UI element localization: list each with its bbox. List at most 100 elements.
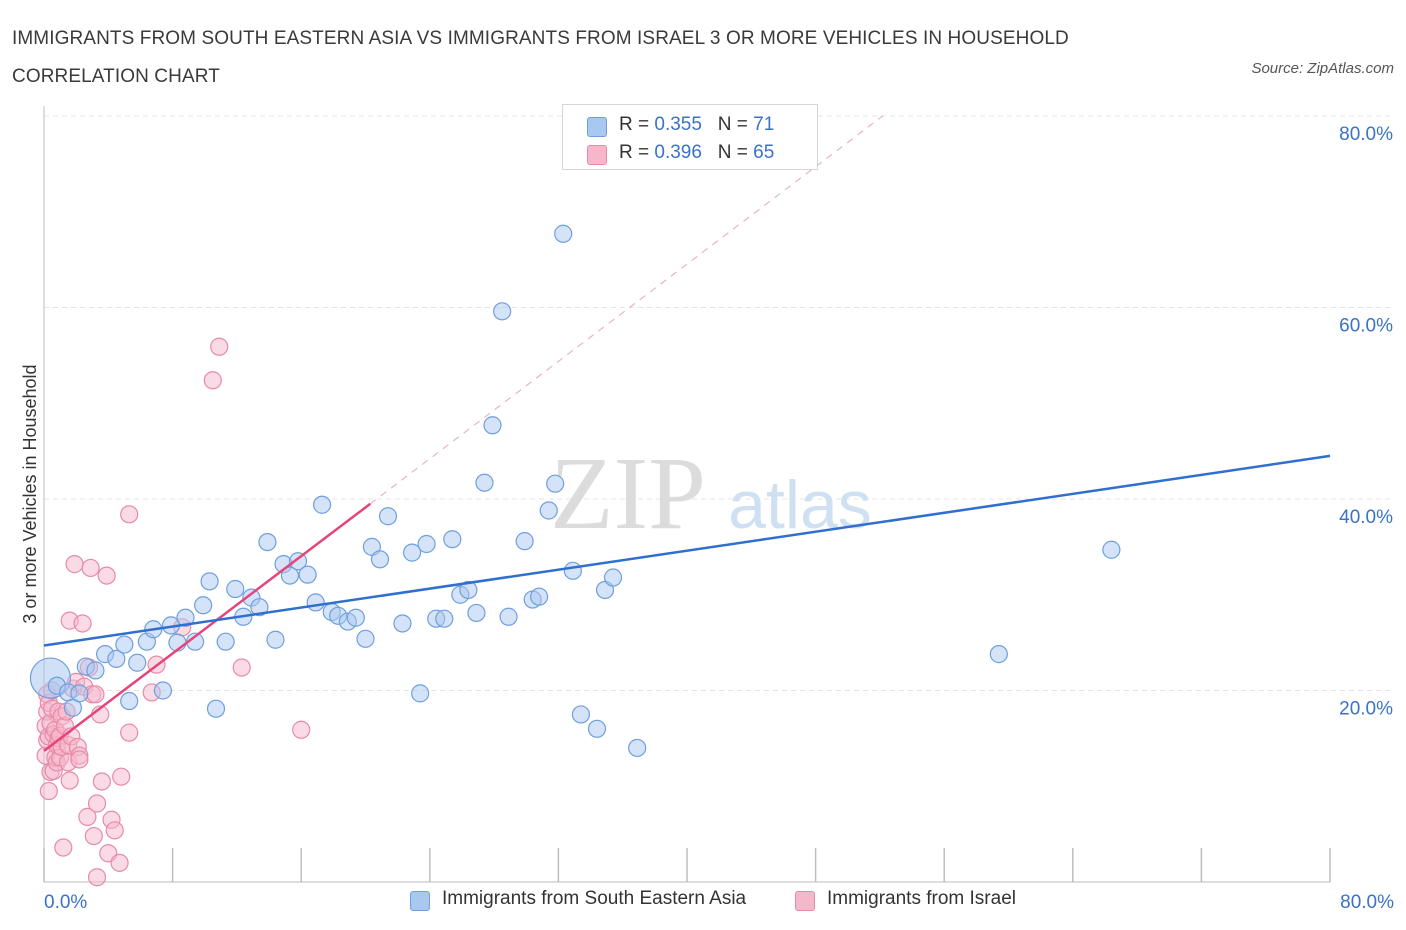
sea-swatch — [410, 891, 430, 911]
sea-point — [417, 534, 436, 554]
r-value: 0.355 — [654, 114, 702, 135]
sea-point — [266, 630, 285, 649]
watermark: ZIP atlas — [550, 436, 872, 551]
israel-point — [105, 821, 124, 840]
sea-point — [563, 561, 582, 580]
israel-point — [86, 685, 105, 704]
n-value: 71 — [753, 114, 775, 135]
sea-point — [120, 691, 139, 711]
x-tick-label-max: 80.0% — [1340, 892, 1394, 913]
y-tick-label: 60.0% — [1339, 316, 1393, 337]
sea-point — [206, 699, 226, 718]
sea-point — [475, 473, 494, 492]
sea-points — [29, 224, 1121, 758]
sea-point — [435, 609, 454, 628]
r-value: 0.396 — [654, 142, 702, 163]
watermark-atlas: atlas — [728, 467, 872, 543]
israel-point — [120, 723, 139, 742]
sea-point — [443, 530, 462, 549]
israel-point — [87, 794, 107, 813]
israel-point — [110, 853, 129, 872]
sea-point — [356, 629, 375, 648]
sea-point — [70, 684, 89, 703]
israel-trend-line — [43, 502, 372, 752]
sea-point — [554, 224, 573, 243]
y-tick-label: 80.0% — [1339, 124, 1393, 145]
sea-point — [393, 614, 412, 633]
israel-point — [65, 555, 84, 574]
israel-point — [39, 781, 58, 801]
n-label: N = — [717, 142, 754, 163]
y-axis-label: 3 or more Vehicles in Household — [20, 364, 40, 623]
x-tick-label-min: 0.0% — [44, 892, 87, 913]
israel-point — [92, 772, 111, 791]
legend-label-sea: Immigrants from South Eastern Asia — [442, 888, 747, 909]
sea-point — [306, 593, 325, 612]
israel-point — [120, 505, 139, 524]
sea-point — [250, 598, 269, 617]
watermark-zip: ZIP — [550, 436, 706, 551]
israel-point — [232, 658, 251, 677]
israel-swatch — [795, 891, 815, 911]
sea-point — [1102, 540, 1121, 559]
sea-point — [378, 507, 398, 526]
sea-point — [194, 596, 213, 615]
sea-point — [493, 302, 512, 321]
israel-swatch — [587, 145, 607, 165]
sea-point — [467, 603, 486, 623]
source-label: Source: ZipAtlas.com — [1251, 60, 1394, 77]
sea-point — [128, 653, 147, 672]
sea-point — [459, 580, 478, 600]
sea-point — [411, 684, 430, 703]
sea-point — [499, 607, 518, 626]
chart-title: IMMIGRANTS FROM SOUTH EASTERN ASIA VS IM… — [12, 28, 1069, 87]
israel-point — [73, 614, 92, 633]
sea-point — [346, 608, 365, 627]
israel-point — [81, 558, 100, 578]
israel-point — [203, 371, 222, 390]
n-label: N = — [717, 114, 754, 135]
trend-lines — [43, 115, 1331, 752]
sea-point — [483, 416, 502, 435]
sea-point — [587, 719, 607, 738]
sea-point — [226, 579, 245, 599]
sea-point — [216, 632, 235, 651]
israel-point — [70, 750, 89, 769]
r-label: R = — [619, 142, 655, 163]
israel-point — [292, 720, 311, 739]
sea-point — [546, 474, 565, 493]
sea-point — [312, 495, 332, 514]
stats-legend: R = 0.355 N = 71 R = 0.396 N = 65 — [562, 104, 818, 170]
sea-point — [107, 649, 126, 669]
israel-point — [60, 771, 79, 790]
r-label: R = — [619, 114, 655, 135]
sea-point — [628, 738, 647, 758]
israel-trend-extension — [369, 115, 883, 505]
sea-point — [200, 572, 219, 591]
y-tick-label: 40.0% — [1339, 507, 1393, 528]
sea-point — [539, 501, 558, 520]
sea-point — [288, 552, 308, 571]
tick-labels: 0.0% 80.0% 20.0% 40.0% 60.0% 80.0% — [44, 124, 1394, 913]
israel-point — [87, 868, 107, 887]
israel-point — [84, 826, 103, 846]
sea-point — [603, 568, 623, 587]
sea-point — [115, 635, 134, 654]
israel-point — [78, 807, 97, 826]
sea-point — [571, 705, 591, 724]
sea-point — [515, 532, 534, 551]
sea-point — [258, 532, 277, 552]
israel-point — [112, 767, 131, 786]
sea-point — [176, 608, 195, 627]
y-tick-label: 20.0% — [1339, 699, 1393, 720]
israel-point — [97, 566, 116, 585]
sea-point — [989, 645, 1008, 664]
sea-trend-line — [43, 454, 1331, 647]
sea-swatch — [587, 117, 607, 137]
n-value: 65 — [753, 142, 775, 163]
sea-point — [403, 543, 422, 562]
legend-label-israel: Immigrants from Israel — [827, 888, 1016, 909]
israel-point — [210, 337, 229, 356]
sea-point — [370, 550, 390, 569]
